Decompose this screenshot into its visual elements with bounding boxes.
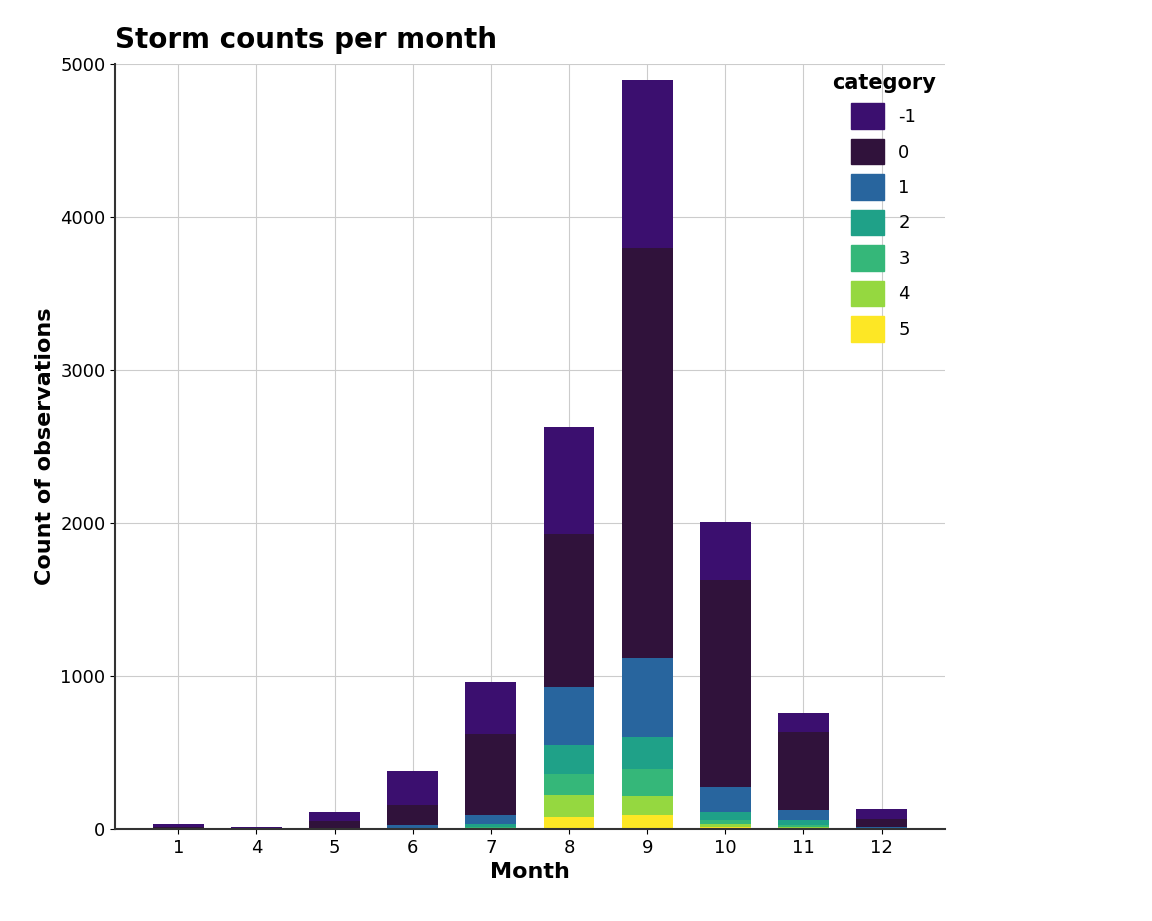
Bar	[387, 771, 438, 805]
Bar	[856, 827, 907, 829]
Bar	[700, 824, 751, 827]
Bar	[778, 821, 828, 825]
Bar	[387, 825, 438, 828]
Bar	[622, 737, 673, 769]
Bar	[544, 687, 594, 745]
Bar	[700, 522, 751, 580]
Bar	[622, 80, 673, 248]
Bar	[465, 824, 516, 827]
Bar	[856, 819, 907, 827]
Bar	[700, 787, 751, 812]
X-axis label: Month: Month	[490, 862, 570, 882]
Bar	[232, 828, 282, 829]
Bar	[622, 815, 673, 829]
Bar	[153, 824, 204, 827]
Bar	[387, 805, 438, 825]
Bar	[700, 821, 751, 824]
Bar	[465, 815, 516, 824]
Bar	[544, 774, 594, 795]
Bar	[544, 534, 594, 687]
Bar	[778, 732, 828, 810]
Bar	[544, 426, 594, 534]
Bar	[778, 810, 828, 821]
Text: Storm counts per month: Storm counts per month	[115, 26, 498, 53]
Legend: -1, 0, 1, 2, 3, 4, 5: -1, 0, 1, 2, 3, 4, 5	[832, 74, 935, 342]
Bar	[622, 658, 673, 737]
Bar	[544, 795, 594, 817]
Bar	[700, 580, 751, 787]
Bar	[309, 822, 359, 828]
Bar	[622, 796, 673, 815]
Bar	[700, 812, 751, 821]
Bar	[622, 769, 673, 796]
Bar	[544, 745, 594, 774]
Bar	[544, 817, 594, 829]
Bar	[622, 248, 673, 658]
Y-axis label: Count of observations: Count of observations	[35, 308, 54, 586]
Bar	[778, 825, 828, 827]
Bar	[153, 827, 204, 829]
Bar	[700, 827, 751, 829]
Bar	[778, 713, 828, 732]
Bar	[309, 812, 359, 822]
Bar	[856, 810, 907, 819]
Bar	[778, 827, 828, 829]
Bar	[465, 682, 516, 734]
Bar	[465, 734, 516, 815]
Bar	[465, 827, 516, 829]
